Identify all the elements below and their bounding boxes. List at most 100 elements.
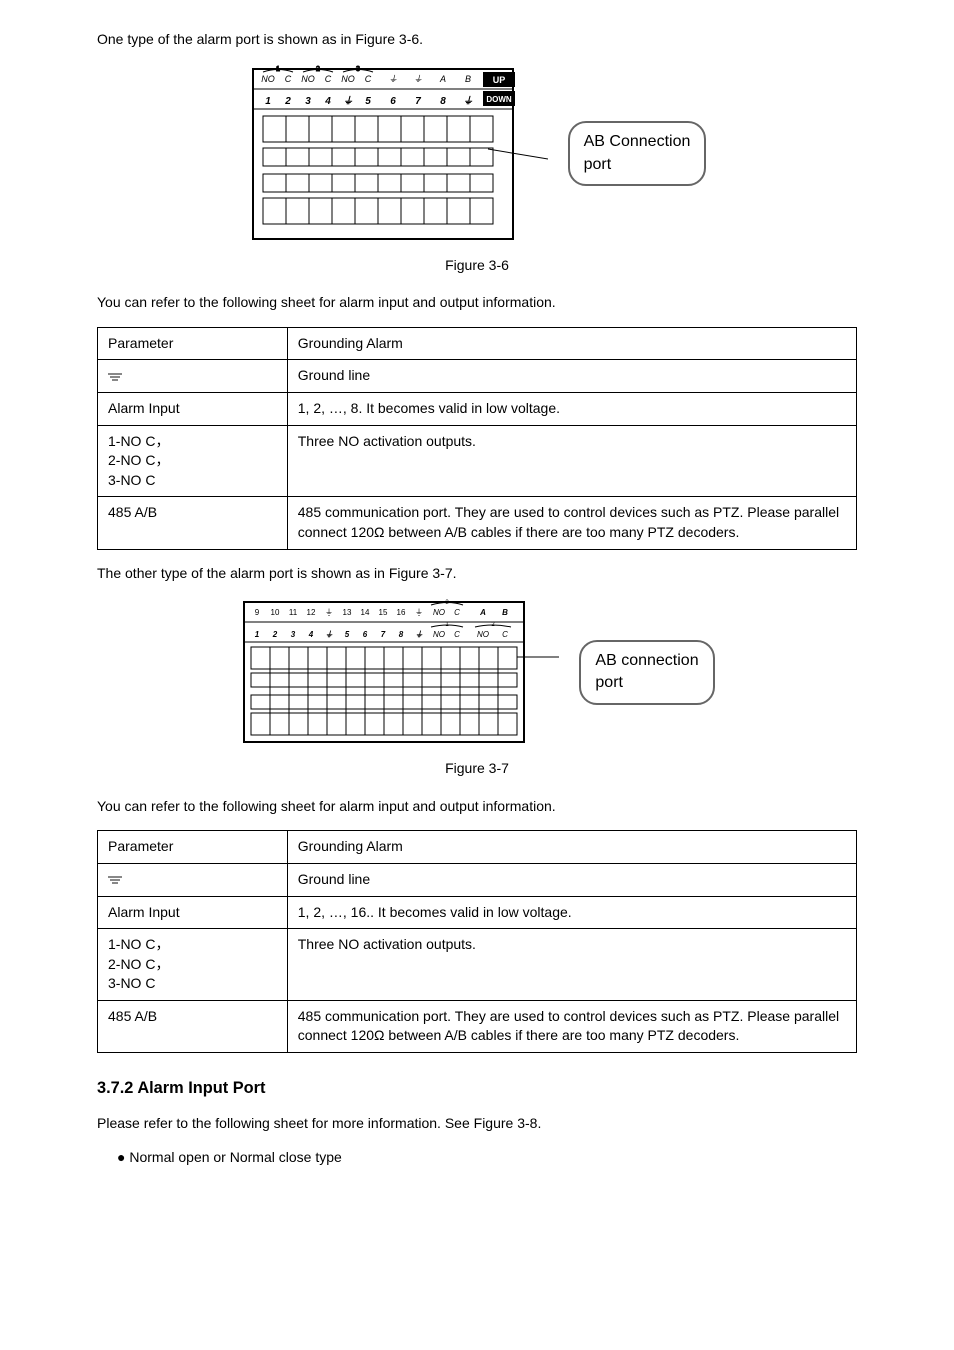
no-outputs-desc: Three NO activation outputs. xyxy=(287,929,856,1001)
svg-text:10: 10 xyxy=(271,608,280,617)
svg-text:13: 13 xyxy=(343,608,352,617)
svg-text:5: 5 xyxy=(345,630,350,639)
alarm-table-2: Parameter Grounding Alarm Ground line Al… xyxy=(97,830,857,1053)
svg-text:7: 7 xyxy=(415,96,421,107)
svg-text:14: 14 xyxy=(361,608,370,617)
svg-text:8: 8 xyxy=(440,96,446,107)
svg-text:12: 12 xyxy=(307,608,316,617)
table-row: 1-NO C， 2-NO C， 3-NO C Three NO activati… xyxy=(98,425,857,497)
callout-line2: port xyxy=(584,156,612,173)
svg-text:NO: NO xyxy=(341,74,355,84)
svg-text:UP: UP xyxy=(492,75,505,85)
svg-text:15: 15 xyxy=(379,608,388,617)
callout-ab-connection-2: AB connection port xyxy=(579,640,714,705)
table-row: Ground line xyxy=(98,360,857,393)
svg-text:B: B xyxy=(503,608,509,617)
figure-3-6-row: NOC NOC NOC ⏚⏚ AB 1 2 3 12 34 ⏚5 67 8⏚ U… xyxy=(97,64,857,244)
svg-text:NO: NO xyxy=(301,74,315,84)
svg-text:C: C xyxy=(324,74,331,84)
table-row: Ground line xyxy=(98,863,857,896)
svg-text:2: 2 xyxy=(316,66,320,73)
svg-text:3: 3 xyxy=(356,66,360,73)
alarm-port-diagram-2: 91011 12⏚13 141516 ⏚ NOC A B 3 123 4⏚5 6… xyxy=(239,597,559,747)
svg-text:⏚: ⏚ xyxy=(343,95,353,107)
svg-text:C: C xyxy=(455,608,461,617)
svg-text:3: 3 xyxy=(291,630,296,639)
alarm-table-1: Parameter Grounding Alarm Ground line Al… xyxy=(97,327,857,550)
callout2-line2: port xyxy=(595,674,623,691)
callout-ab-connection-1: AB Connection port xyxy=(568,121,707,186)
table-row: Alarm Input 1, 2, …, 16.. It becomes val… xyxy=(98,896,857,929)
ground-symbol-cell xyxy=(98,863,288,896)
callout2-line1: AB connection xyxy=(595,652,698,669)
svg-text:NO: NO xyxy=(433,608,445,617)
alarm-port-diagram-1: NOC NOC NOC ⏚⏚ AB 1 2 3 12 34 ⏚5 67 8⏚ U… xyxy=(248,64,548,244)
header-grounding-alarm: Grounding Alarm xyxy=(287,327,856,360)
sheet-intro-1: You can refer to the following sheet for… xyxy=(97,293,857,313)
table-row: Alarm Input 1, 2, …, 8. It becomes valid… xyxy=(98,392,857,425)
ground-line-cell: Ground line xyxy=(287,360,856,393)
485ab-desc: 485 communication port. They are used to… xyxy=(287,497,856,549)
alarm-input-cell: Alarm Input xyxy=(98,392,288,425)
alarm-input-cell: Alarm Input xyxy=(98,896,288,929)
svg-text:1: 1 xyxy=(255,630,260,639)
table-row: 485 A/B 485 communication port. They are… xyxy=(98,1000,857,1052)
485ab-desc: 485 communication port. They are used to… xyxy=(287,1000,856,1052)
svg-text:1: 1 xyxy=(265,96,271,107)
ground-icon xyxy=(108,876,122,884)
bullet-text: Normal open or Normal close type xyxy=(129,1149,341,1165)
svg-text:⏚: ⏚ xyxy=(325,630,333,639)
header-parameter: Parameter xyxy=(98,327,288,360)
svg-text:11: 11 xyxy=(289,608,298,617)
svg-text:1: 1 xyxy=(276,66,280,73)
svg-text:A: A xyxy=(439,74,446,84)
svg-text:4: 4 xyxy=(308,630,314,639)
svg-text:2: 2 xyxy=(284,96,291,107)
svg-text:DOWN: DOWN xyxy=(486,95,512,104)
figure-caption-3-6: Figure 3-6 xyxy=(97,256,857,276)
svg-text:⏚: ⏚ xyxy=(325,608,333,617)
svg-text:⏚: ⏚ xyxy=(415,630,423,639)
svg-text:C: C xyxy=(503,630,509,639)
svg-text:⏚: ⏚ xyxy=(388,74,397,84)
no-c-2: 2-NO C， xyxy=(108,956,169,972)
svg-text:⏚: ⏚ xyxy=(415,608,423,617)
table-row: 485 A/B 485 communication port. They are… xyxy=(98,497,857,549)
table-row: Parameter Grounding Alarm xyxy=(98,327,857,360)
svg-text:6: 6 xyxy=(363,630,368,639)
mid-text: The other type of the alarm port is show… xyxy=(97,564,857,584)
svg-text:5: 5 xyxy=(365,96,371,107)
section-intro: Please refer to the following sheet for … xyxy=(97,1114,857,1134)
svg-text:8: 8 xyxy=(399,630,404,639)
svg-text:16: 16 xyxy=(397,608,406,617)
no-outputs-desc: Three NO activation outputs. xyxy=(287,425,856,497)
ground-symbol-cell xyxy=(98,360,288,393)
svg-text:C: C xyxy=(364,74,371,84)
bullet-item: ● Normal open or Normal close type xyxy=(117,1148,857,1168)
no-outputs-cell: 1-NO C， 2-NO C， 3-NO C xyxy=(98,425,288,497)
no-c-1: 1-NO C， xyxy=(108,433,169,449)
svg-text:C: C xyxy=(284,74,291,84)
svg-text:C: C xyxy=(455,630,461,639)
table-row: 1-NO C， 2-NO C， 3-NO C Three NO activati… xyxy=(98,929,857,1001)
svg-text:9: 9 xyxy=(255,608,260,617)
callout-line1: AB Connection xyxy=(584,133,691,150)
svg-text:⏚: ⏚ xyxy=(463,95,473,107)
ground-icon xyxy=(108,373,122,381)
intro-text-1: One type of the alarm port is shown as i… xyxy=(97,30,857,50)
header-parameter: Parameter xyxy=(98,831,288,864)
section-heading-3-7-2: 3.7.2 Alarm Input Port xyxy=(97,1077,857,1100)
no-c-2: 2-NO C， xyxy=(108,452,169,468)
svg-text:NO: NO xyxy=(261,74,275,84)
svg-text:2: 2 xyxy=(272,630,278,639)
alarm-input-desc: 1, 2, …, 8. It becomes valid in low volt… xyxy=(287,392,856,425)
no-c-1: 1-NO C， xyxy=(108,936,169,952)
no-outputs-cell: 1-NO C， 2-NO C， 3-NO C xyxy=(98,929,288,1001)
svg-text:6: 6 xyxy=(390,96,396,107)
svg-text:A: A xyxy=(480,608,487,617)
figure-caption-3-7: Figure 3-7 xyxy=(97,759,857,779)
svg-text:3: 3 xyxy=(305,96,311,107)
svg-text:NO: NO xyxy=(433,630,445,639)
header-grounding-alarm: Grounding Alarm xyxy=(287,831,856,864)
no-c-3: 3-NO C xyxy=(108,975,155,991)
